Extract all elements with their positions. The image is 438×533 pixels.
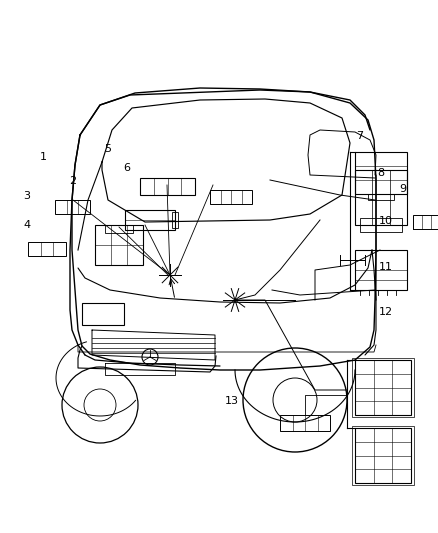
Bar bbox=[355, 360, 411, 415]
Text: 12: 12 bbox=[378, 307, 392, 317]
Bar bbox=[352, 358, 414, 417]
Bar bbox=[355, 428, 411, 483]
Text: 4: 4 bbox=[24, 220, 31, 230]
Text: 5: 5 bbox=[104, 144, 111, 154]
Text: 6: 6 bbox=[124, 163, 131, 173]
Bar bbox=[210, 190, 252, 204]
Bar bbox=[355, 152, 407, 194]
Bar bbox=[140, 178, 195, 195]
Bar bbox=[280, 415, 330, 431]
Bar bbox=[105, 225, 133, 233]
Bar bbox=[413, 215, 438, 229]
Bar bbox=[360, 225, 402, 232]
Bar bbox=[355, 170, 407, 225]
Text: 2: 2 bbox=[69, 176, 76, 186]
Text: 9: 9 bbox=[399, 184, 406, 194]
Bar bbox=[352, 426, 414, 485]
Text: 7: 7 bbox=[356, 131, 363, 141]
Bar bbox=[360, 218, 402, 225]
Bar bbox=[28, 242, 66, 256]
Text: 10: 10 bbox=[378, 216, 392, 226]
Bar bbox=[355, 250, 407, 290]
Text: 8: 8 bbox=[378, 168, 385, 178]
Bar bbox=[95, 225, 143, 265]
Bar bbox=[172, 212, 178, 228]
Bar bbox=[125, 210, 175, 230]
Bar bbox=[368, 194, 394, 200]
Text: 3: 3 bbox=[24, 191, 31, 201]
Text: 13: 13 bbox=[225, 396, 239, 406]
Bar bbox=[55, 200, 90, 214]
Bar bbox=[82, 303, 124, 325]
Text: 11: 11 bbox=[378, 262, 392, 271]
Text: 1: 1 bbox=[40, 152, 47, 162]
